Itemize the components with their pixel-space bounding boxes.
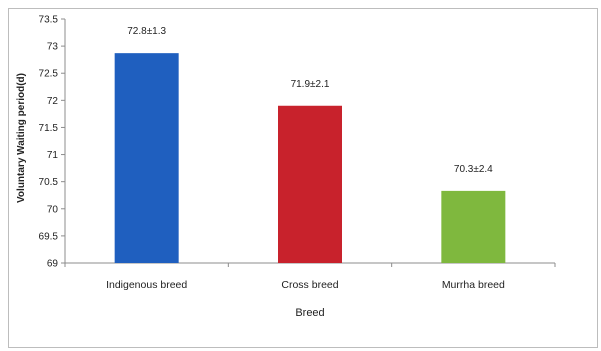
data-label: 70.3±2.4: [454, 164, 493, 175]
y-tick-label: 73.5: [39, 15, 59, 26]
y-tick-label: 70: [47, 204, 59, 215]
data-label: 71.9±2.1: [291, 79, 330, 90]
y-tick-label: 71.5: [39, 123, 59, 134]
x-axis: Indigenous breed Cross breed Murrha breed: [64, 262, 556, 291]
y-tick-label: 72: [47, 96, 59, 107]
y-tick-label: 73: [47, 42, 59, 53]
y-axis-title: Voluntary Waiting period(d): [16, 73, 27, 203]
x-tick-label: Murrha breed: [442, 279, 505, 291]
bar-cross-breed: [278, 105, 342, 263]
y-tick-label: 69.5: [39, 231, 59, 242]
data-labels: 72.8±1.3 71.9±2.1 70.3±2.4: [127, 26, 493, 175]
data-label: 72.8±1.3: [127, 26, 166, 37]
bar-murrha-breed: [441, 190, 506, 263]
y-tick-label: 71: [47, 150, 59, 161]
y-tick-label: 70.5: [39, 177, 59, 188]
y-axis: 69 69.5 70 70.5 71 71.5 72 72.5 73 73.5: [39, 15, 66, 270]
x-tick-label: Indigenous breed: [106, 279, 187, 291]
bar-indigenous-breed: [114, 53, 179, 263]
bars: [114, 53, 506, 263]
y-tick-label: 69: [47, 259, 59, 270]
x-tick-label: Cross breed: [281, 279, 338, 291]
y-tick-label: 72.5: [39, 69, 59, 80]
x-axis-title: Breed: [295, 307, 324, 319]
